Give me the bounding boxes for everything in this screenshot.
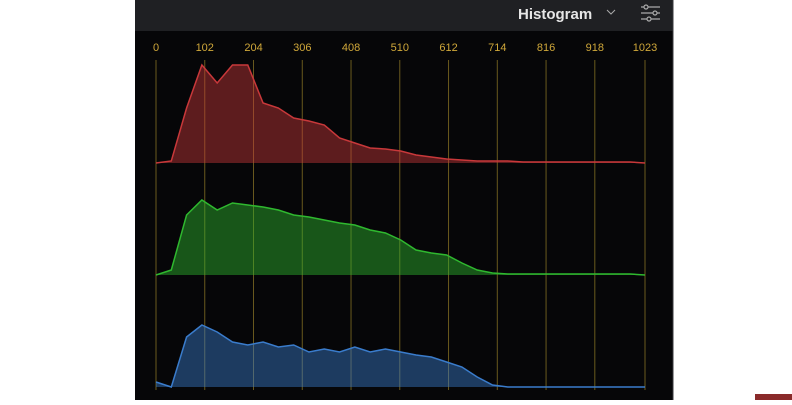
x-tick-label: 510	[391, 42, 409, 54]
corner-swatch	[755, 394, 792, 400]
dropdown-chevron[interactable]	[606, 9, 616, 15]
x-tick-label: 816	[537, 42, 555, 54]
panel-background	[135, 0, 673, 400]
x-tick-label: 714	[488, 42, 506, 54]
channel-line	[155, 199, 646, 276]
x-tick-label: 918	[586, 42, 604, 54]
settings-icon[interactable]	[641, 4, 660, 22]
channel-line	[155, 63, 646, 164]
channel-area	[156, 325, 645, 387]
x-tick-label: 1023	[633, 42, 657, 54]
x-tick-label: 102	[196, 42, 214, 54]
x-tick-label: 204	[244, 42, 262, 54]
channel-area	[156, 200, 645, 275]
x-tick-label: 408	[342, 42, 360, 54]
header-title[interactable]: Histogram	[518, 6, 592, 23]
channel-area	[156, 65, 645, 163]
x-tick-label: 306	[293, 42, 311, 54]
x-tick-label: 612	[439, 42, 457, 54]
header-bar	[135, 0, 673, 31]
channel-line	[155, 324, 645, 388]
x-tick-label: 0	[153, 42, 159, 54]
